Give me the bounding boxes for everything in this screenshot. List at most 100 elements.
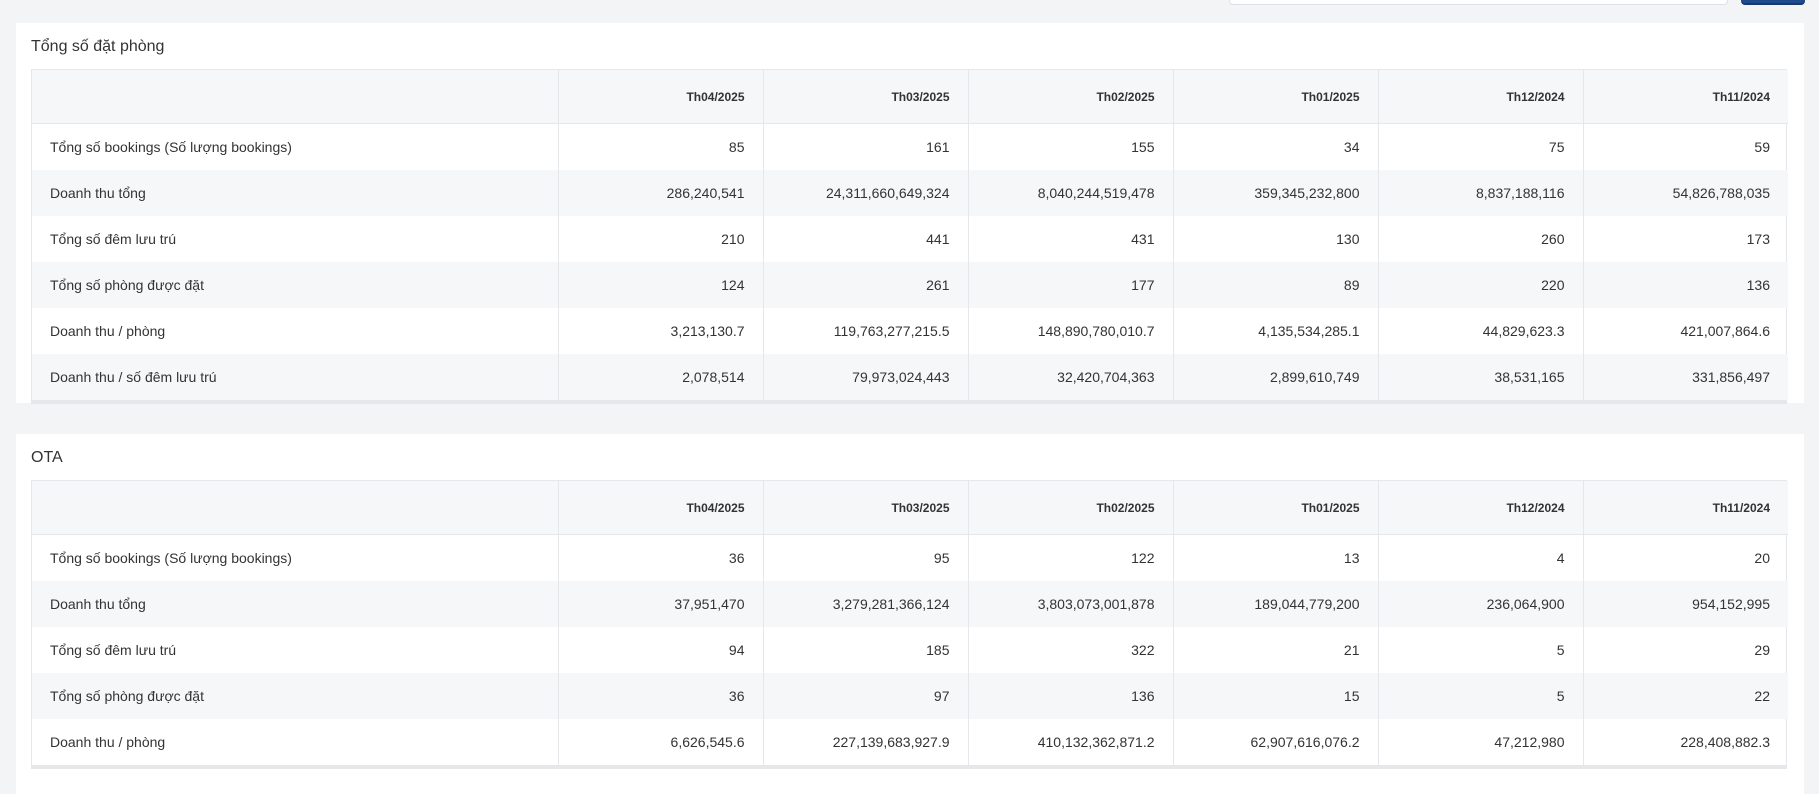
table-cell: 441 — [763, 216, 969, 262]
table-cell: 94 — [558, 627, 764, 673]
table-cell: 122 — [968, 534, 1174, 581]
table-cell: 3,803,073,001,878 — [968, 581, 1174, 627]
table-cell: 359,345,232,800 — [1173, 170, 1379, 216]
table-cell: 5 — [1378, 627, 1584, 673]
column-header-month: Th04/2025 — [558, 481, 764, 535]
table-cell: 5 — [1378, 673, 1584, 719]
row-label: Tổng số bookings (Số lượng bookings) — [32, 534, 559, 581]
row-label: Tổng số bookings (Số lượng bookings) — [32, 123, 559, 170]
table-cell: 331,856,497 — [1583, 354, 1788, 400]
table-header-row: Th04/2025 Th03/2025 Th02/2025 Th01/2025 Th12… — [32, 481, 1788, 535]
table-cell: 24,311,660,649,324 — [763, 170, 969, 216]
table-cell: 34 — [1173, 123, 1379, 170]
stats-table: Th04/2025 Th03/2025 Th02/2025 Th01/2025 Th12… — [32, 481, 1788, 765]
table-cell: 89 — [1173, 262, 1379, 308]
section-title: Tổng số đặt phòng — [31, 38, 165, 55]
table-cell: 54,826,788,035 — [1583, 170, 1788, 216]
top-toolbar — [0, 0, 1819, 20]
submit-button[interactable] — [1741, 0, 1805, 5]
table-cell: 322 — [968, 627, 1174, 673]
table-cell: 8,040,244,519,478 — [968, 170, 1174, 216]
column-header-month: Th02/2025 — [968, 481, 1174, 535]
table-cell: 21 — [1173, 627, 1379, 673]
table-cell: 47,212,980 — [1378, 719, 1584, 765]
row-label: Tổng số phòng được đặt — [32, 262, 559, 308]
table-row: Tổng số phòng được đặt 124 261 177 89 220 136 — [32, 262, 1788, 308]
table-cell: 32,420,704,363 — [968, 354, 1174, 400]
table-row: Doanh thu / phòng 3,213,130.7 119,763,277,… — [32, 308, 1788, 354]
column-header-label — [32, 481, 559, 535]
table-cell: 954,152,995 — [1583, 581, 1788, 627]
column-header-month: Th02/2025 — [968, 70, 1174, 124]
table-row: Doanh thu tổng 37,951,470 3,279,281,366,12… — [32, 581, 1788, 627]
row-label: Doanh thu / phòng — [32, 308, 559, 354]
table-cell: 13 — [1173, 534, 1379, 581]
row-label: Tổng số đêm lưu trú — [32, 216, 559, 262]
table-cell: 124 — [558, 262, 764, 308]
table-cell: 95 — [763, 534, 969, 581]
table-cell: 85 — [558, 123, 764, 170]
table-cell: 37,951,470 — [558, 581, 764, 627]
table-cell: 228,408,882.3 — [1680, 734, 1770, 750]
column-header-month: Th04/2025 — [558, 70, 764, 124]
row-label: Doanh thu / phòng — [32, 719, 559, 765]
table-cell: 148,890,780,010.7 — [968, 308, 1174, 354]
table-cell: 22 — [1583, 673, 1788, 719]
table-cell: 227,139,683,927.9 — [763, 719, 969, 765]
search-input[interactable] — [1229, 0, 1728, 5]
table-cell: 8,837,188,116 — [1378, 170, 1584, 216]
table-cell: 130 — [1173, 216, 1379, 262]
table-container[interactable]: Th04/2025 Th03/2025 Th02/2025 Th01/2025 Th12… — [31, 480, 1788, 769]
table-cell: 119,763,277,215.5 — [763, 308, 969, 354]
table-cell: 261 — [763, 262, 969, 308]
table-cell: 36 — [558, 534, 764, 581]
table-cell: 15 — [1173, 673, 1379, 719]
table-row: Tổng số đêm lưu trú 210 441 431 130 260 173 — [32, 216, 1788, 262]
table-cell: 36 — [558, 673, 764, 719]
table-cell: 210 — [558, 216, 764, 262]
table-cell: 173 — [1746, 231, 1770, 247]
table-cell: 161 — [763, 123, 969, 170]
table-cell: 177 — [968, 262, 1174, 308]
table-cell: 136 — [968, 673, 1174, 719]
table-cell: 421,007,864.6 — [1680, 323, 1770, 339]
column-header-label — [32, 70, 559, 124]
column-header-month: Th03/2025 — [763, 481, 969, 535]
table-cell: 136 — [1583, 262, 1788, 308]
row-label: Doanh thu tổng — [32, 581, 559, 627]
table-cell: 189,044,779,200 — [1173, 581, 1379, 627]
table-cell: 286,240,541 — [558, 170, 764, 216]
table-cell: 260 — [1378, 216, 1584, 262]
table-row: Doanh thu / phòng 6,626,545.6 227,139,683,… — [32, 719, 1788, 765]
table-cell: 220 — [1378, 262, 1584, 308]
table-row: Doanh thu / số đêm lưu trú 2,078,514 79,97… — [32, 354, 1788, 400]
table-cell: 79,973,024,443 — [763, 354, 969, 400]
table-cell: 2,899,610,749 — [1173, 354, 1379, 400]
section-title: OTA — [31, 449, 63, 466]
table-cell: 62,907,616,076.2 — [1173, 719, 1379, 765]
section-ota: OTA Th04/2025 Th03/2025 Th02/2025 Th01/2025… — [16, 434, 1804, 794]
column-header-month: Th12/2024 — [1378, 481, 1584, 535]
table-cell: 29 — [1754, 642, 1770, 658]
table-cell: 3,279,281,366,124 — [763, 581, 969, 627]
table-row: Tổng số đêm lưu trú 94 185 322 21 5 29 — [32, 627, 1788, 673]
table-cell: 2,078,514 — [558, 354, 764, 400]
table-cell: 4,135,534,285.1 — [1173, 308, 1379, 354]
table-cell: 6,626,545.6 — [558, 719, 764, 765]
row-label: Tổng số đêm lưu trú — [32, 627, 559, 673]
table-row: Tổng số phòng được đặt 36 97 136 15 5 22 — [32, 673, 1788, 719]
table-cell: 155 — [968, 123, 1174, 170]
table-row: Tổng số bookings (Số lượng bookings) 36 95… — [32, 534, 1788, 581]
row-label: Doanh thu tổng — [32, 170, 559, 216]
table-cell: 20 — [1754, 550, 1770, 566]
column-header-month: Th01/2025 — [1173, 481, 1379, 535]
table-row: Doanh thu tổng 286,240,541 24,311,660,649,… — [32, 170, 1788, 216]
table-cell: 59 — [1754, 139, 1770, 155]
stats-table: Th04/2025 Th03/2025 Th02/2025 Th01/2025 Th12… — [32, 70, 1788, 400]
column-header-month: Th11/2024 — [1583, 481, 1788, 535]
table-cell: 410,132,362,871.2 — [968, 719, 1174, 765]
table-cell: 75 — [1378, 123, 1584, 170]
table-cell: 185 — [763, 627, 969, 673]
table-container[interactable]: Th04/2025 Th03/2025 Th02/2025 Th01/2025 Th12… — [31, 69, 1788, 404]
table-cell: 44,829,623.3 — [1378, 308, 1584, 354]
